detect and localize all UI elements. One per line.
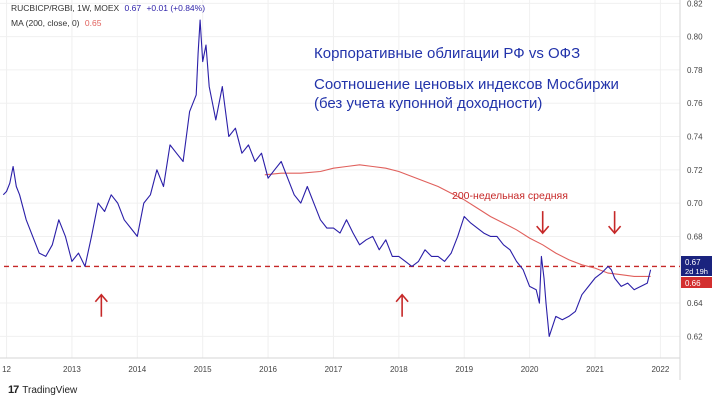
legend-symbol-row: RUCBICP/RGBI, 1W, MOEX 0.67 +0.01 (+0.84… xyxy=(11,3,208,13)
y-tick-label: 0.72 xyxy=(687,166,703,175)
y-tick-label: 0.80 xyxy=(687,33,703,42)
x-tick-label: 2016 xyxy=(259,365,277,374)
y-tick-label: 0.70 xyxy=(687,199,703,208)
price-badge-time: 2d 19h xyxy=(685,267,708,276)
arrow-down-head xyxy=(608,225,622,235)
price-line xyxy=(2,19,652,337)
x-tick-label: 2022 xyxy=(651,365,669,374)
x-tick-label: 2017 xyxy=(325,365,343,374)
grid xyxy=(0,0,680,358)
ma-line xyxy=(264,164,651,277)
arrow-up-head xyxy=(395,293,409,303)
x-tick-label: 2019 xyxy=(455,365,473,374)
x-tick-label: 2014 xyxy=(128,365,146,374)
y-tick-label: 0.74 xyxy=(687,133,703,142)
annotation-arrows xyxy=(94,211,622,317)
title-line-2: Соотношение ценовых индексов Мосбиржи xyxy=(314,76,619,93)
legend-last: 0.67 xyxy=(124,3,142,13)
y-tick-label: 0.64 xyxy=(687,299,703,308)
x-axis: 12 2013 2014 2015 2016 2017 2018 2019 2020 2021 20… xyxy=(2,365,670,374)
y-tick-label: 0.62 xyxy=(687,332,703,341)
ma-badge-value: 0.66 xyxy=(685,279,701,288)
legend-ma-row: MA (200, close, 0) 0.65 xyxy=(11,18,104,28)
price-badge-value: 0.67 xyxy=(685,258,701,267)
title-line-3: (без учета купонной доходности) xyxy=(314,95,542,112)
tradingview-label: TradingView xyxy=(22,384,78,396)
y-tick-label: 0.82 xyxy=(687,0,703,8)
title-line-1: Корпоративные облигации РФ vs ОФЗ xyxy=(314,45,580,62)
x-tick-label: 2018 xyxy=(390,365,408,374)
ma-badge: 0.66 xyxy=(681,277,712,288)
x-tick-label: 2020 xyxy=(521,365,539,374)
x-tick-label: 2021 xyxy=(586,365,604,374)
x-tick-label: 12 xyxy=(2,365,11,374)
ma-series xyxy=(264,164,651,277)
arrow-up-head xyxy=(94,293,108,303)
legend-change: +0.01 (+0.84%) xyxy=(146,3,206,13)
legend-ma-label: MA (200, close, 0) xyxy=(11,18,80,28)
ma-annotation: 200-недельная средняя xyxy=(452,190,568,202)
tradingview-logo[interactable]: 17 TradingView xyxy=(8,384,77,396)
y-tick-label: 0.76 xyxy=(687,99,703,108)
tradingview-icon: 17 xyxy=(8,384,19,396)
arrow-down-head xyxy=(536,225,550,235)
y-tick-label: 0.78 xyxy=(687,66,703,75)
y-tick-label: 0.68 xyxy=(687,232,703,241)
legend-ma-value: 0.65 xyxy=(84,18,102,28)
price-badge: 0.67 2d 19h xyxy=(681,256,712,276)
y-axis: 0.82 0.80 0.78 0.76 0.74 0.72 0.70 0.68 0.64 0.62 xyxy=(687,0,703,341)
x-tick-label: 2015 xyxy=(194,365,212,374)
x-tick-label: 2013 xyxy=(63,365,81,374)
legend-symbol: RUCBICP/RGBI, 1W, MOEX xyxy=(11,3,120,13)
price-series xyxy=(2,19,652,337)
